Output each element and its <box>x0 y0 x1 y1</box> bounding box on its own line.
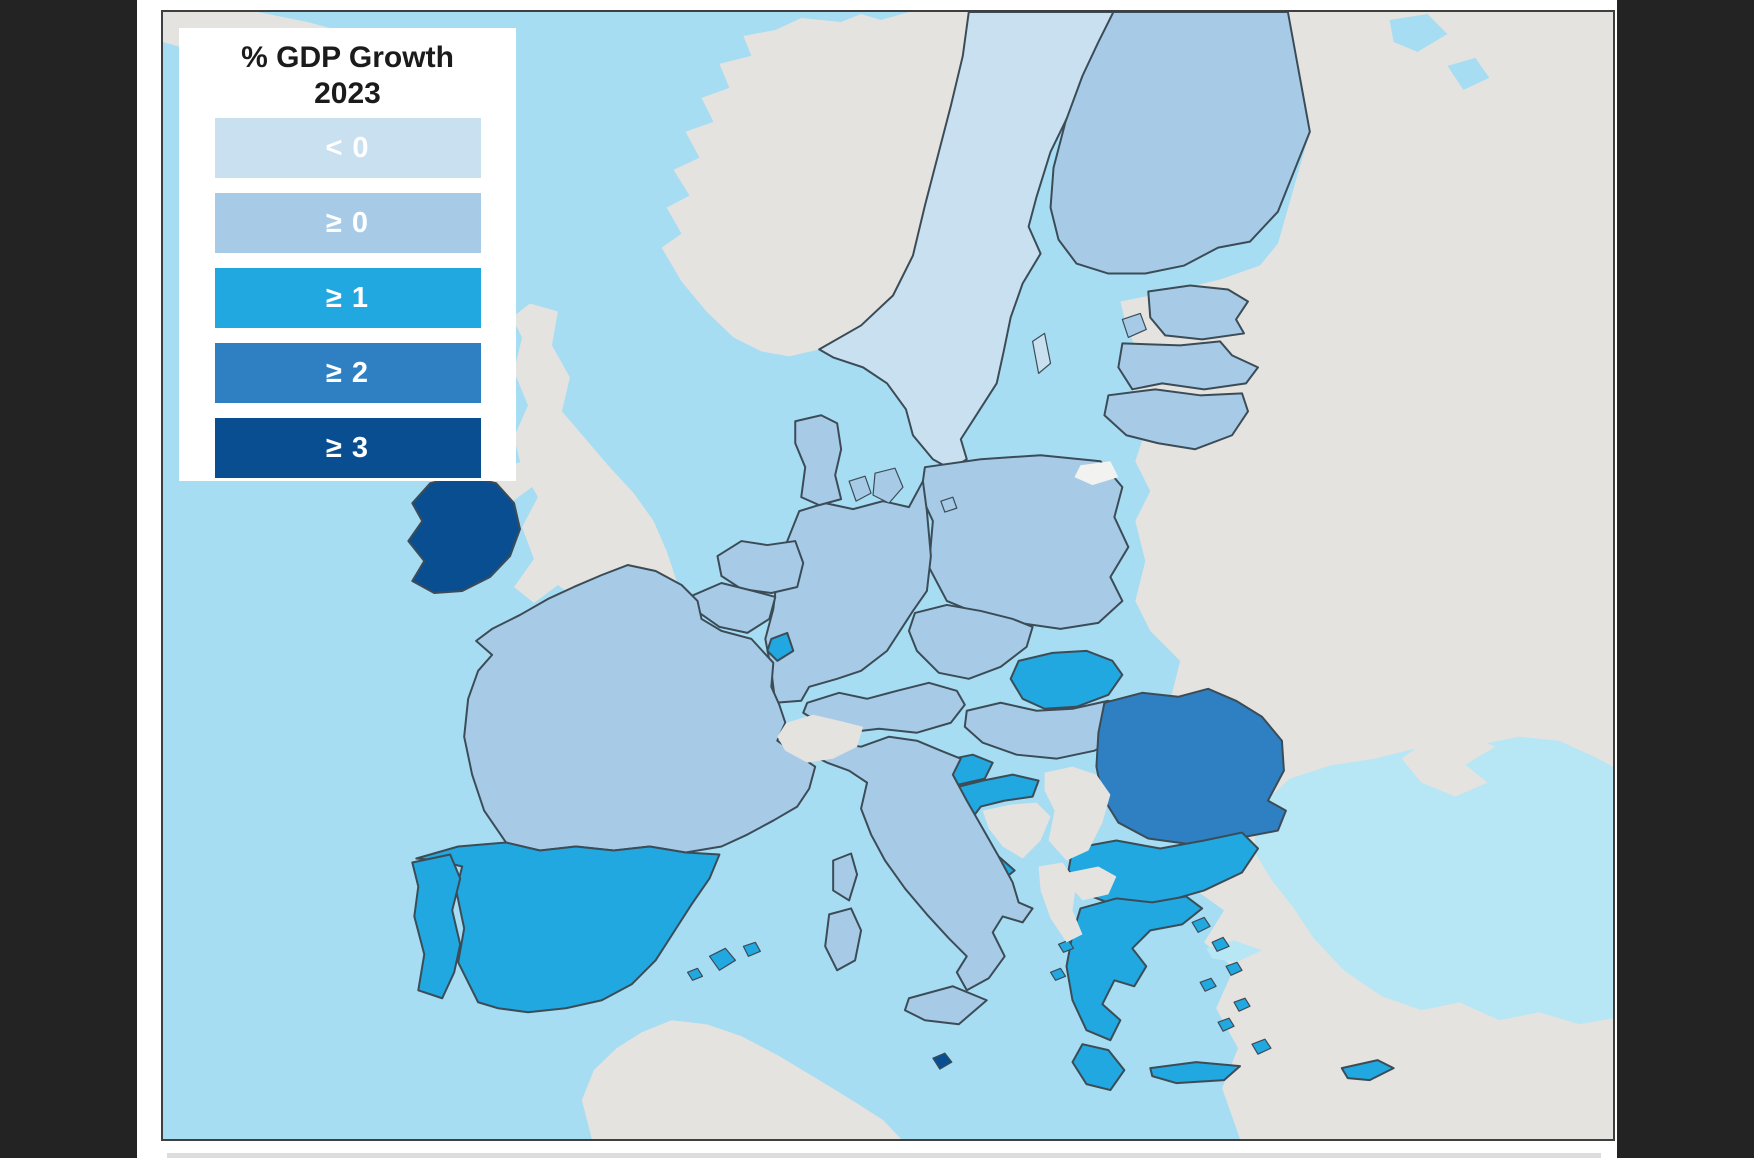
europe-gdp-map: % GDP Growth 2023 < 0 ≥ 0 ≥ 1 ≥ 2 ≥ 3 <box>161 10 1615 1141</box>
country-latvia <box>1117 340 1259 391</box>
right-black-bar <box>1617 0 1754 1158</box>
country-slovakia <box>1009 649 1124 710</box>
aegean-island <box>1217 1017 1235 1032</box>
region-peloponnese <box>1071 1043 1126 1092</box>
legend-title-line2: 2023 <box>314 77 381 110</box>
legend-item-ge1: ≥ 1 <box>214 268 481 328</box>
island-funen <box>848 475 872 502</box>
legend-item-label: ≥ 0 <box>325 206 370 239</box>
region-north-macedonia <box>1068 866 1117 901</box>
region-switzerland <box>777 714 864 763</box>
aegean-island <box>1199 977 1217 992</box>
country-czechia <box>907 603 1034 680</box>
country-cyprus <box>1340 1059 1395 1082</box>
ionian-island <box>1049 967 1067 981</box>
country-netherlands <box>716 540 805 594</box>
legend-panel: % GDP Growth 2023 < 0 ≥ 0 ≥ 1 ≥ 2 ≥ 3 <box>179 28 516 481</box>
country-malta <box>932 1052 953 1070</box>
country-denmark <box>794 414 843 507</box>
country-lithuania <box>1103 388 1250 451</box>
country-estonia <box>1147 284 1250 341</box>
region-united-kingdom <box>512 303 677 631</box>
island-menorca <box>742 941 761 957</box>
region-serbia <box>1044 766 1111 861</box>
country-france <box>463 564 817 854</box>
left-black-bar <box>0 0 137 1158</box>
island-sardinia <box>824 907 863 972</box>
cutoff-content-strip <box>167 1153 1601 1158</box>
lake-ladoga <box>1389 13 1448 52</box>
legend-item-label: < 0 <box>325 131 370 164</box>
country-finland <box>1049 12 1311 275</box>
island-saaremaa <box>1121 312 1147 339</box>
lake-onega <box>1447 57 1490 90</box>
region-north-africa <box>581 1020 901 1139</box>
island-ibiza <box>686 967 704 981</box>
island-corsica <box>832 852 859 902</box>
country-luxembourg <box>766 631 795 662</box>
legend-item-ge2: ≥ 2 <box>214 343 481 403</box>
document-page: % GDP Growth 2023 < 0 ≥ 0 ≥ 1 ≥ 2 ≥ 3 <box>137 0 1617 1158</box>
aegean-island <box>1211 936 1230 952</box>
aegean-island <box>1233 997 1251 1012</box>
country-ireland <box>407 474 522 594</box>
island-crete <box>1149 1061 1242 1085</box>
legend-title: % GDP Growth 2023 <box>179 40 516 112</box>
map-canvas <box>163 12 1613 1139</box>
black-sea <box>1254 736 1613 1025</box>
island-mallorca <box>708 947 737 971</box>
country-germany <box>764 480 932 704</box>
island-zealand <box>872 467 904 504</box>
country-portugal <box>411 853 462 1000</box>
legend-title-line1: % GDP Growth <box>241 41 454 74</box>
legend-rows: < 0 ≥ 0 ≥ 1 ≥ 2 ≥ 3 <box>179 118 516 478</box>
country-spain <box>415 841 721 1014</box>
island-gotland <box>1032 332 1052 374</box>
legend-item-label: ≥ 3 <box>325 431 370 464</box>
aegean-island <box>1225 961 1243 976</box>
island-sicily <box>903 985 988 1026</box>
legend-item-lt0: < 0 <box>214 118 481 178</box>
legend-item-label: ≥ 2 <box>325 356 370 389</box>
country-italy <box>806 735 1034 992</box>
legend-item-ge0: ≥ 0 <box>214 193 481 253</box>
country-greece <box>1065 895 1204 1042</box>
region-crimea <box>1401 732 1496 797</box>
region-kaliningrad <box>1074 461 1119 486</box>
island-bornholm <box>940 496 958 513</box>
region-norway <box>661 12 969 357</box>
legend-item-ge3: ≥ 3 <box>214 418 481 478</box>
legend-item-label: ≥ 1 <box>325 281 370 314</box>
ionian-island <box>1057 939 1075 953</box>
region-bosnia <box>982 802 1051 859</box>
country-belgium <box>690 581 777 634</box>
island-rhodes <box>1251 1038 1272 1055</box>
aegean-island <box>1191 916 1211 933</box>
